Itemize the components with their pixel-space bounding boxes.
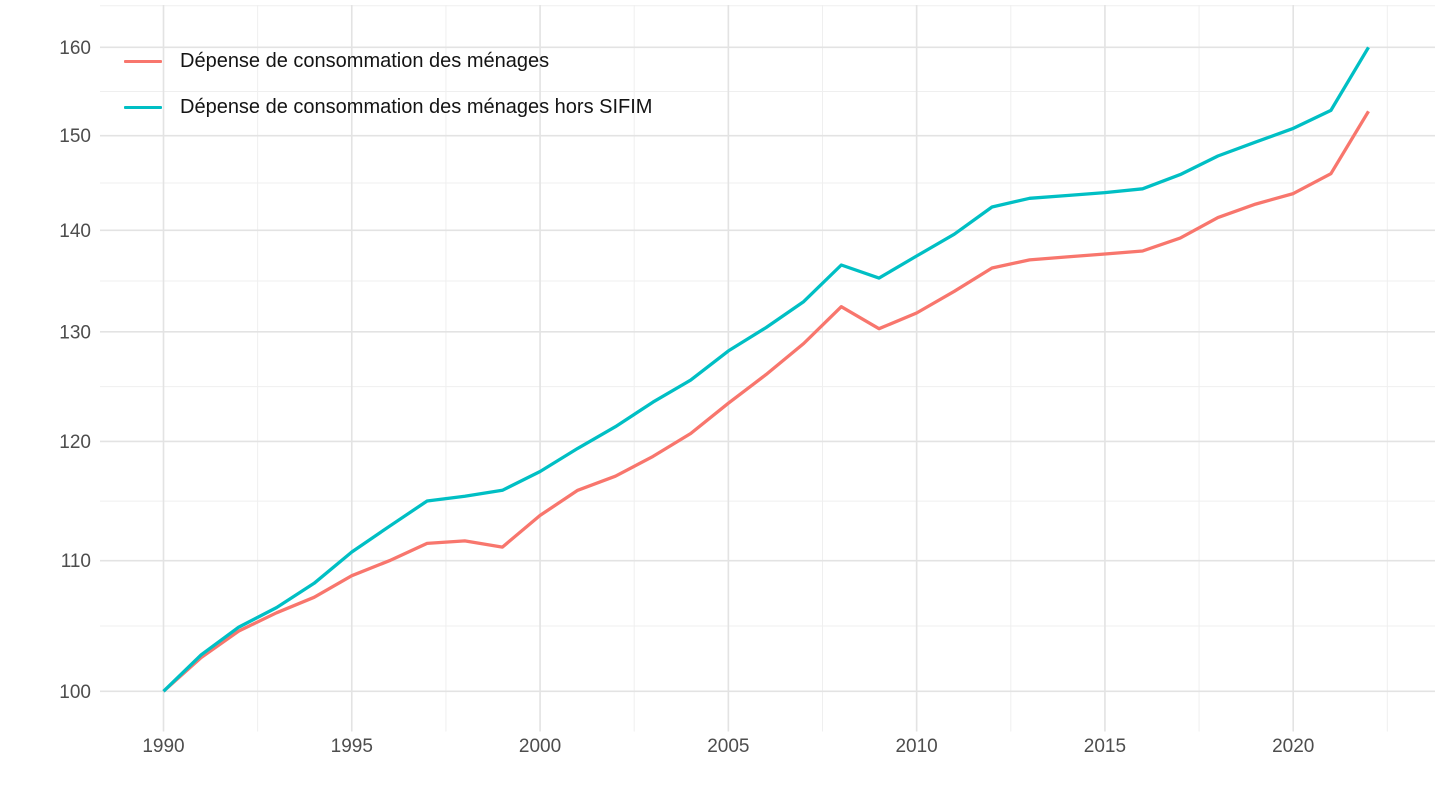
chart-legend: Dépense de consommation des ménages Dépe… [124,46,652,123]
y-axis-labels: 100 110 120 130 140 150 160 [59,38,91,703]
series-line-menages-hors-sifim [162,46,1370,693]
legend-item-menages: Dépense de consommation des ménages [124,46,652,77]
x-tick-label: 2000 [519,736,561,757]
y-tick-label: 150 [59,126,91,147]
y-tick-label: 140 [59,221,91,242]
x-tick-label: 2005 [707,736,749,757]
y-tick-label: 160 [59,38,91,59]
x-tick-label: 2015 [1084,736,1126,757]
y-tick-label: 110 [61,551,91,572]
y-tick-label: 100 [59,682,91,703]
gridlines-minor [100,5,1435,732]
legend-label-menages: Dépense de consommation des ménages [180,50,550,72]
legend-key-line-menages [124,59,162,64]
x-tick-label: 2010 [895,736,937,757]
x-tick-label: 1995 [331,736,373,757]
y-tick-label: 130 [59,322,91,343]
series-line-menages [162,110,1370,693]
gridlines-major [100,5,1435,732]
x-tick-label: 2020 [1272,736,1314,757]
legend-label-menages-hors-sifim: Dépense de consommation des ménages hors… [180,96,653,118]
series-lines [162,46,1370,693]
x-tick-label: 1990 [142,736,184,757]
legend-item-menages-hors-sifim: Dépense de consommation des ménages hors… [124,92,652,123]
x-axis-labels: 1990 1995 2000 2005 2010 2015 2020 [142,736,1314,757]
legend-key-line-menages-hors-sifim [124,105,162,110]
y-tick-label: 120 [59,432,91,453]
